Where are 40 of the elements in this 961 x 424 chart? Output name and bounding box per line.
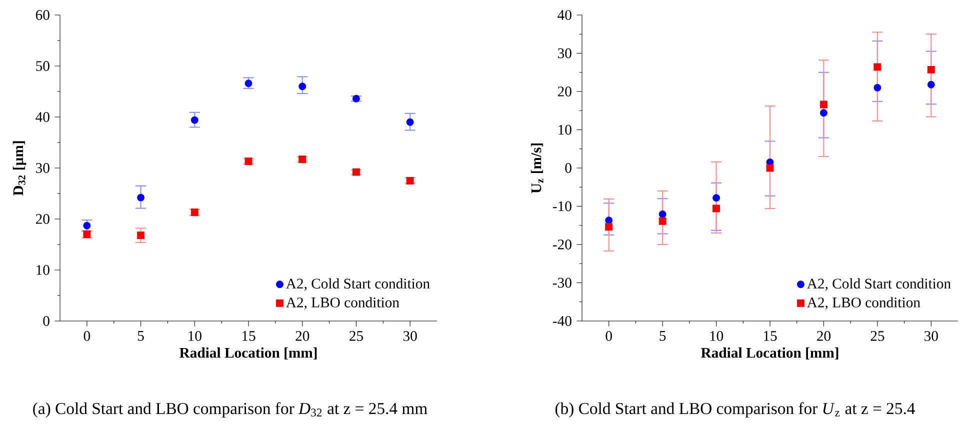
x-tick-label: 10 — [188, 331, 202, 341]
x-tick-label: 0 — [84, 331, 90, 341]
x-axis-title: Radial Location [mm] — [180, 347, 317, 360]
x-tick-label: 30 — [924, 331, 938, 341]
legend-label: A2, LBO condition — [806, 297, 920, 310]
text: (a) Cold Start and LBO comparison for D$_{32}$ at z = 25.4 mm — [33, 402, 428, 418]
y-tick-label: -20 — [552, 240, 572, 250]
x-tick-label: 20 — [296, 331, 310, 341]
x-axis-title: Radial Location [mm] — [700, 347, 838, 360]
text: (b) Cold Start and LBO comparison for U$_{z}$ at z = 25.4 — [555, 402, 915, 418]
y-axis-title: D$_{32}$ [µm] — [12, 141, 26, 196]
x-tick-label: 30 — [403, 331, 417, 341]
y-tick-label: 40 — [36, 112, 50, 122]
y-tick-label: 10 — [558, 124, 572, 135]
y-tick-label: 0 — [565, 163, 572, 173]
legend-label: A2, Cold Start condition — [806, 278, 951, 291]
y-tick-label: 30 — [36, 163, 50, 173]
x-tick-label: 20 — [817, 331, 830, 341]
x-tick-label: 15 — [242, 331, 256, 341]
y-tick-label: -30 — [552, 278, 572, 288]
x-tick-label: 10 — [710, 331, 724, 341]
x-tick-label: 5 — [138, 331, 144, 341]
y-tick-label: 20 — [558, 86, 572, 96]
y-tick-label: 50 — [36, 61, 50, 71]
y-tick-label: 0 — [43, 316, 50, 326]
x-tick-label: 25 — [350, 331, 363, 341]
x-tick-label: 0 — [606, 331, 612, 341]
legend-label: A2, LBO condition — [286, 297, 400, 310]
legend-label: A2, Cold Start condition — [286, 278, 430, 291]
y-tick-label: 20 — [36, 214, 50, 224]
y-tick-label: -10 — [552, 201, 572, 212]
y-tick-label: 60 — [36, 10, 50, 20]
x-tick-label: 15 — [764, 331, 777, 341]
y-tick-label: 40 — [558, 10, 572, 20]
y-tick-label: -40 — [552, 316, 572, 326]
y-tick-label: 10 — [36, 265, 50, 275]
x-tick-label: 25 — [870, 331, 884, 341]
x-tick-label: 5 — [660, 331, 666, 341]
y-tick-label: 30 — [558, 48, 572, 58]
y-axis-title: U$_{z}$ [m/s] — [530, 143, 544, 194]
